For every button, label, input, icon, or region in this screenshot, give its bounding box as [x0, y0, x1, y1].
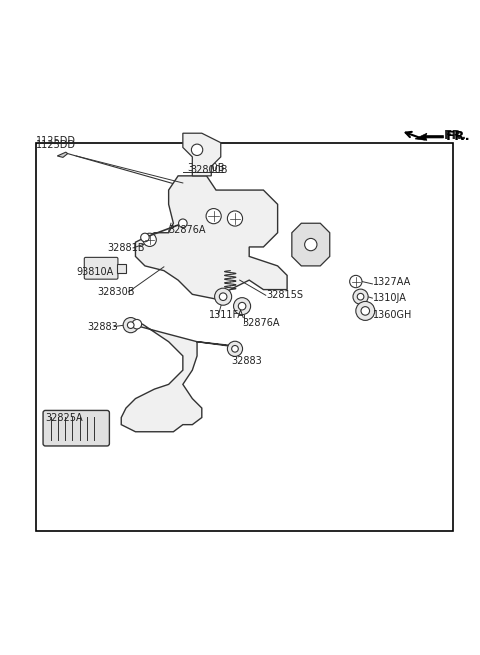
Bar [36, 143, 453, 531]
FancyBboxPatch shape [84, 257, 118, 279]
Text: 1311FA: 1311FA [209, 310, 245, 320]
Circle shape [179, 219, 187, 227]
Text: 93810A: 93810A [76, 267, 113, 277]
Text: 32876A: 32876A [168, 225, 206, 235]
Circle shape [206, 208, 221, 224]
Circle shape [349, 275, 362, 288]
Polygon shape [183, 133, 221, 176]
Circle shape [123, 318, 138, 333]
Text: 1327AA: 1327AA [373, 278, 411, 288]
Circle shape [361, 307, 370, 315]
Polygon shape [415, 133, 444, 140]
Circle shape [232, 345, 238, 352]
Text: 1360GH: 1360GH [373, 310, 413, 320]
Polygon shape [292, 223, 330, 266]
Text: 32825A: 32825A [46, 413, 83, 424]
Circle shape [357, 293, 364, 300]
Polygon shape [57, 152, 68, 157]
Text: FR.: FR. [446, 130, 470, 143]
Text: 32815S: 32815S [267, 290, 304, 300]
Circle shape [192, 144, 203, 155]
Circle shape [238, 303, 246, 310]
Circle shape [132, 320, 142, 329]
Text: 32881B: 32881B [107, 243, 144, 253]
Circle shape [228, 341, 242, 356]
Circle shape [141, 233, 149, 242]
Circle shape [219, 293, 227, 301]
Text: 1125DD: 1125DD [36, 136, 76, 145]
Text: 1310JA: 1310JA [373, 293, 407, 303]
Polygon shape [135, 176, 287, 299]
Text: 32800B: 32800B [188, 162, 225, 172]
Text: 32800B: 32800B [190, 165, 228, 175]
Circle shape [127, 322, 134, 328]
Circle shape [353, 289, 368, 305]
Polygon shape [121, 324, 240, 432]
Text: 32876A: 32876A [242, 318, 279, 328]
Text: 1125DD: 1125DD [36, 140, 76, 150]
Circle shape [356, 301, 375, 320]
Circle shape [234, 297, 251, 314]
FancyBboxPatch shape [43, 411, 109, 446]
Circle shape [305, 238, 317, 251]
Text: FR.: FR. [444, 129, 467, 142]
Circle shape [215, 288, 232, 305]
Circle shape [228, 211, 242, 226]
Polygon shape [117, 263, 126, 273]
Text: 32883: 32883 [87, 322, 118, 331]
Circle shape [143, 233, 156, 246]
Text: 32830B: 32830B [97, 287, 135, 297]
Text: 32883: 32883 [231, 356, 262, 365]
